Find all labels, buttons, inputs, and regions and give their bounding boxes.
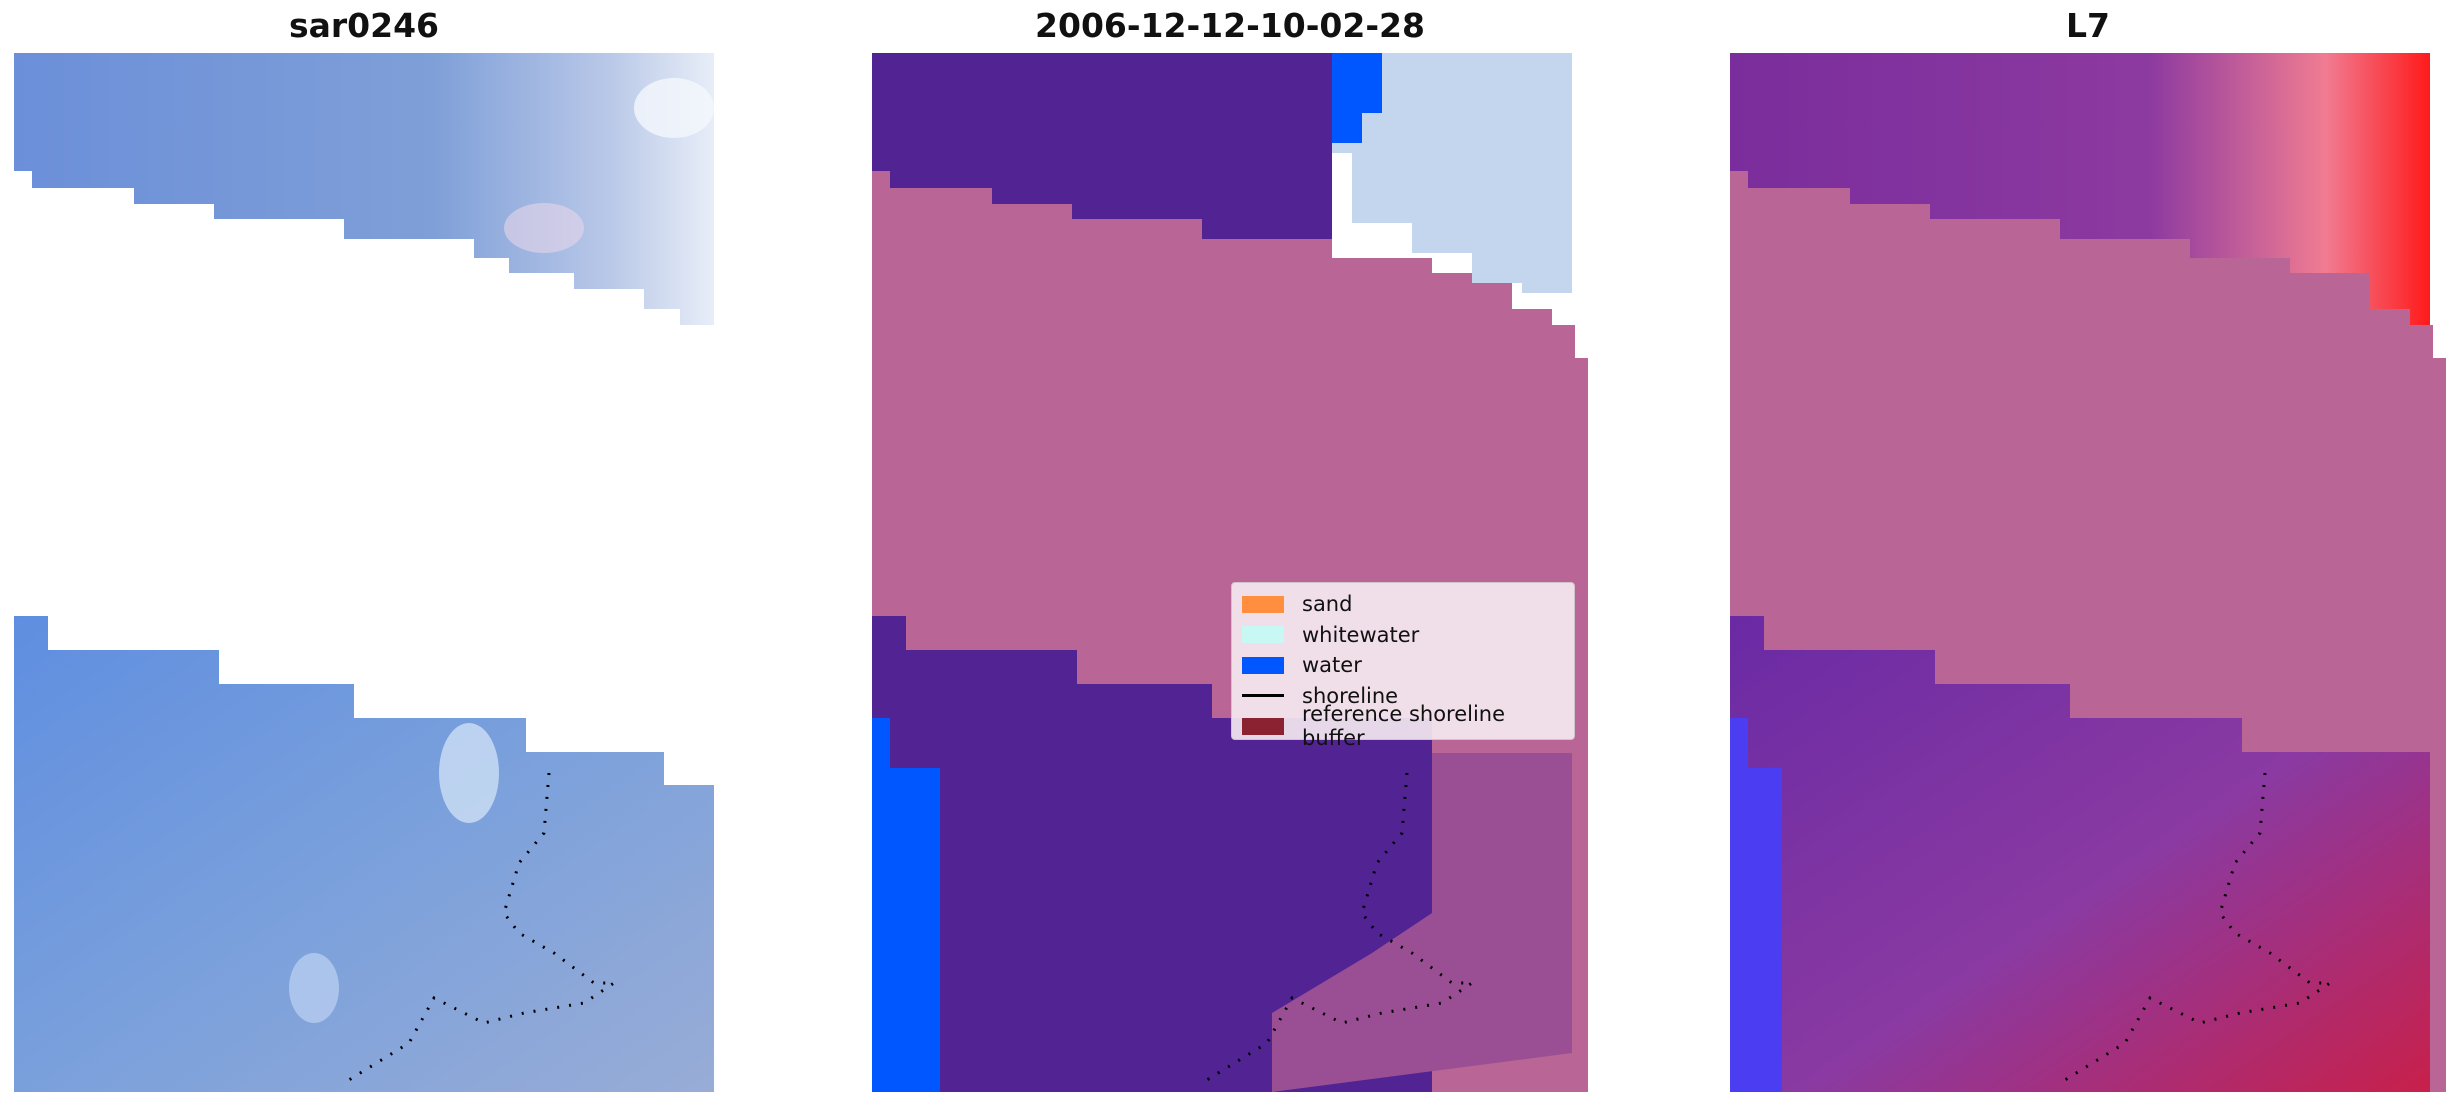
legend-item-shoreline: shoreline — [1242, 681, 1564, 712]
legend-label: shoreline — [1302, 683, 1399, 708]
legend-item-whitewater: whitewater — [1242, 620, 1564, 651]
class-whitewater-top — [1332, 53, 1572, 293]
class-water-top — [1332, 53, 1382, 143]
l7-water-strip — [1730, 718, 1782, 1092]
legend-label: whitewater — [1302, 622, 1420, 647]
l7-bottom-region — [1730, 616, 2430, 1092]
legend-label: water — [1302, 653, 1362, 678]
legend-item-water: water — [1242, 650, 1564, 681]
panel-title-l7: L7 — [2066, 6, 2110, 45]
panel-title-rgb: sar0246 — [288, 6, 440, 45]
rgb-top-region — [14, 53, 714, 325]
class-water-bottom — [872, 718, 940, 1092]
water-swatch — [1242, 656, 1284, 674]
legend: sand whitewater water shoreline referenc… — [1231, 582, 1575, 750]
legend-item-sand: sand — [1242, 589, 1564, 620]
legend-label: sand — [1302, 592, 1353, 617]
panel-title-classification: 2006-12-12-10-02-28 — [1035, 6, 1425, 45]
sand-swatch — [1242, 595, 1284, 613]
legend-item-reference-buffer: reference shoreline buffer — [1242, 702, 1564, 750]
l7-shoreline — [2059, 772, 2335, 1085]
reference-buffer-swatch — [1242, 717, 1284, 735]
classification-panel — [872, 53, 1588, 1092]
rgb-image-panel — [14, 53, 714, 1092]
l7-panel — [1730, 53, 2446, 1092]
shoreline-line-swatch — [1242, 694, 1284, 698]
rgb-shoreline — [343, 772, 619, 1085]
rgb-bottom-region — [14, 616, 714, 1092]
class-bottom-mixed — [1272, 753, 1572, 1092]
class-shoreline — [1201, 772, 1477, 1085]
legend-label: reference shoreline buffer — [1302, 702, 1506, 751]
whitewater-swatch — [1242, 626, 1284, 644]
